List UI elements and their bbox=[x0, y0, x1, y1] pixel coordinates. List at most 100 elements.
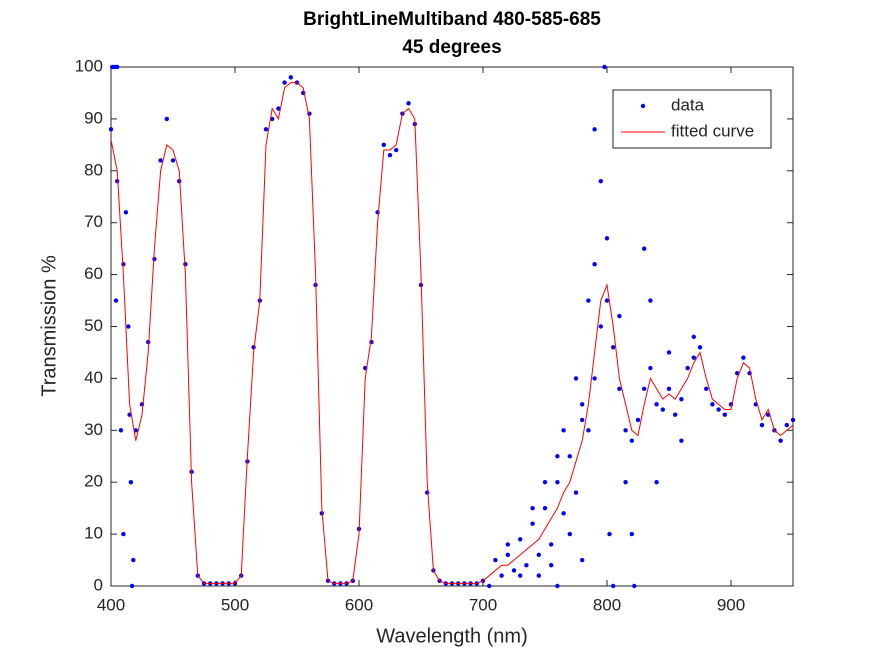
data-point bbox=[567, 454, 572, 459]
data-point bbox=[741, 355, 746, 360]
legend-marker bbox=[640, 103, 646, 109]
data-point bbox=[598, 178, 603, 184]
x-axis-label: Wavelength (nm) bbox=[376, 625, 528, 647]
data-point bbox=[121, 531, 126, 537]
data-point bbox=[369, 339, 374, 345]
legend-label: data bbox=[671, 95, 705, 114]
data-point bbox=[598, 324, 603, 329]
y-axis-label: Transmission % bbox=[38, 255, 60, 397]
data-point bbox=[146, 339, 151, 345]
data-point bbox=[710, 402, 715, 407]
data-point bbox=[648, 365, 653, 371]
y-tick-label: 40 bbox=[84, 368, 103, 387]
data-point bbox=[518, 573, 523, 578]
data-point bbox=[617, 386, 622, 391]
data-point bbox=[561, 511, 566, 516]
data-point bbox=[592, 262, 597, 267]
x-tick-label: 900 bbox=[717, 595, 745, 614]
data-point bbox=[183, 262, 188, 267]
data-point bbox=[394, 147, 399, 153]
data-point bbox=[126, 324, 131, 329]
data-point bbox=[499, 573, 504, 578]
data-point bbox=[629, 438, 634, 443]
y-tick-label: 10 bbox=[84, 524, 103, 543]
data-point bbox=[666, 386, 672, 391]
data-point bbox=[784, 422, 789, 428]
data-point bbox=[123, 210, 129, 215]
data-point bbox=[660, 407, 665, 412]
data-point bbox=[131, 557, 136, 563]
data-point bbox=[666, 350, 672, 355]
data-point bbox=[177, 178, 182, 184]
y-tick-label: 80 bbox=[84, 160, 103, 179]
x-tick-label: 600 bbox=[345, 595, 373, 614]
data-point bbox=[115, 178, 120, 184]
data-point bbox=[580, 557, 585, 563]
data-point bbox=[158, 158, 163, 163]
y-tick-label: 60 bbox=[84, 264, 103, 283]
data-point bbox=[530, 505, 535, 511]
data-point bbox=[617, 313, 622, 319]
data-point bbox=[635, 417, 641, 423]
data-point bbox=[580, 417, 585, 423]
data-point bbox=[387, 153, 393, 158]
data-point bbox=[790, 417, 796, 423]
data-point bbox=[505, 542, 510, 547]
data-point bbox=[704, 386, 709, 391]
data-point bbox=[592, 127, 597, 132]
x-tick-label: 500 bbox=[221, 595, 249, 614]
data-point bbox=[425, 490, 430, 495]
data-point bbox=[604, 298, 610, 303]
data-point bbox=[580, 402, 585, 407]
data-point bbox=[586, 298, 591, 303]
data-point bbox=[121, 262, 126, 267]
y-tick-label: 30 bbox=[84, 420, 103, 439]
data-point bbox=[623, 428, 628, 433]
data-point bbox=[375, 210, 380, 215]
data-point bbox=[642, 246, 647, 251]
data-point bbox=[282, 80, 287, 85]
data-point bbox=[118, 428, 124, 433]
data-point bbox=[263, 127, 269, 132]
y-tick-label: 20 bbox=[84, 472, 103, 491]
data-point bbox=[561, 428, 566, 433]
data-point bbox=[654, 480, 659, 485]
data-point bbox=[611, 583, 616, 589]
data-point bbox=[648, 298, 653, 303]
data-point bbox=[697, 345, 703, 350]
data-point bbox=[542, 505, 548, 511]
data-point bbox=[654, 402, 659, 407]
data-point bbox=[108, 127, 114, 132]
y-tick-label: 100 bbox=[75, 56, 103, 75]
data-point bbox=[381, 142, 386, 148]
data-point bbox=[276, 106, 281, 111]
data-point bbox=[170, 158, 176, 163]
data-point bbox=[691, 334, 696, 340]
data-point bbox=[530, 521, 535, 526]
data-point bbox=[555, 583, 560, 589]
data-point bbox=[129, 583, 135, 589]
data-point bbox=[493, 557, 498, 563]
data-point bbox=[549, 563, 554, 568]
data-point bbox=[673, 412, 678, 417]
data-point bbox=[549, 542, 554, 547]
data-point bbox=[611, 345, 616, 350]
data-point bbox=[542, 480, 548, 485]
data-point bbox=[406, 101, 411, 106]
data-point bbox=[536, 552, 541, 558]
data-point bbox=[511, 568, 517, 573]
fitted-line bbox=[110, 82, 794, 584]
data-point bbox=[679, 396, 684, 402]
data-point bbox=[607, 531, 612, 537]
data-point bbox=[555, 454, 560, 459]
data-point bbox=[604, 236, 610, 241]
data-point bbox=[642, 386, 647, 391]
data-point bbox=[555, 480, 560, 485]
data-point bbox=[586, 428, 591, 433]
data-point bbox=[128, 480, 134, 485]
data-point bbox=[778, 438, 783, 443]
data-point bbox=[592, 376, 597, 381]
chart-subtitle: 45 degrees bbox=[402, 37, 501, 58]
legend-box bbox=[612, 89, 772, 149]
